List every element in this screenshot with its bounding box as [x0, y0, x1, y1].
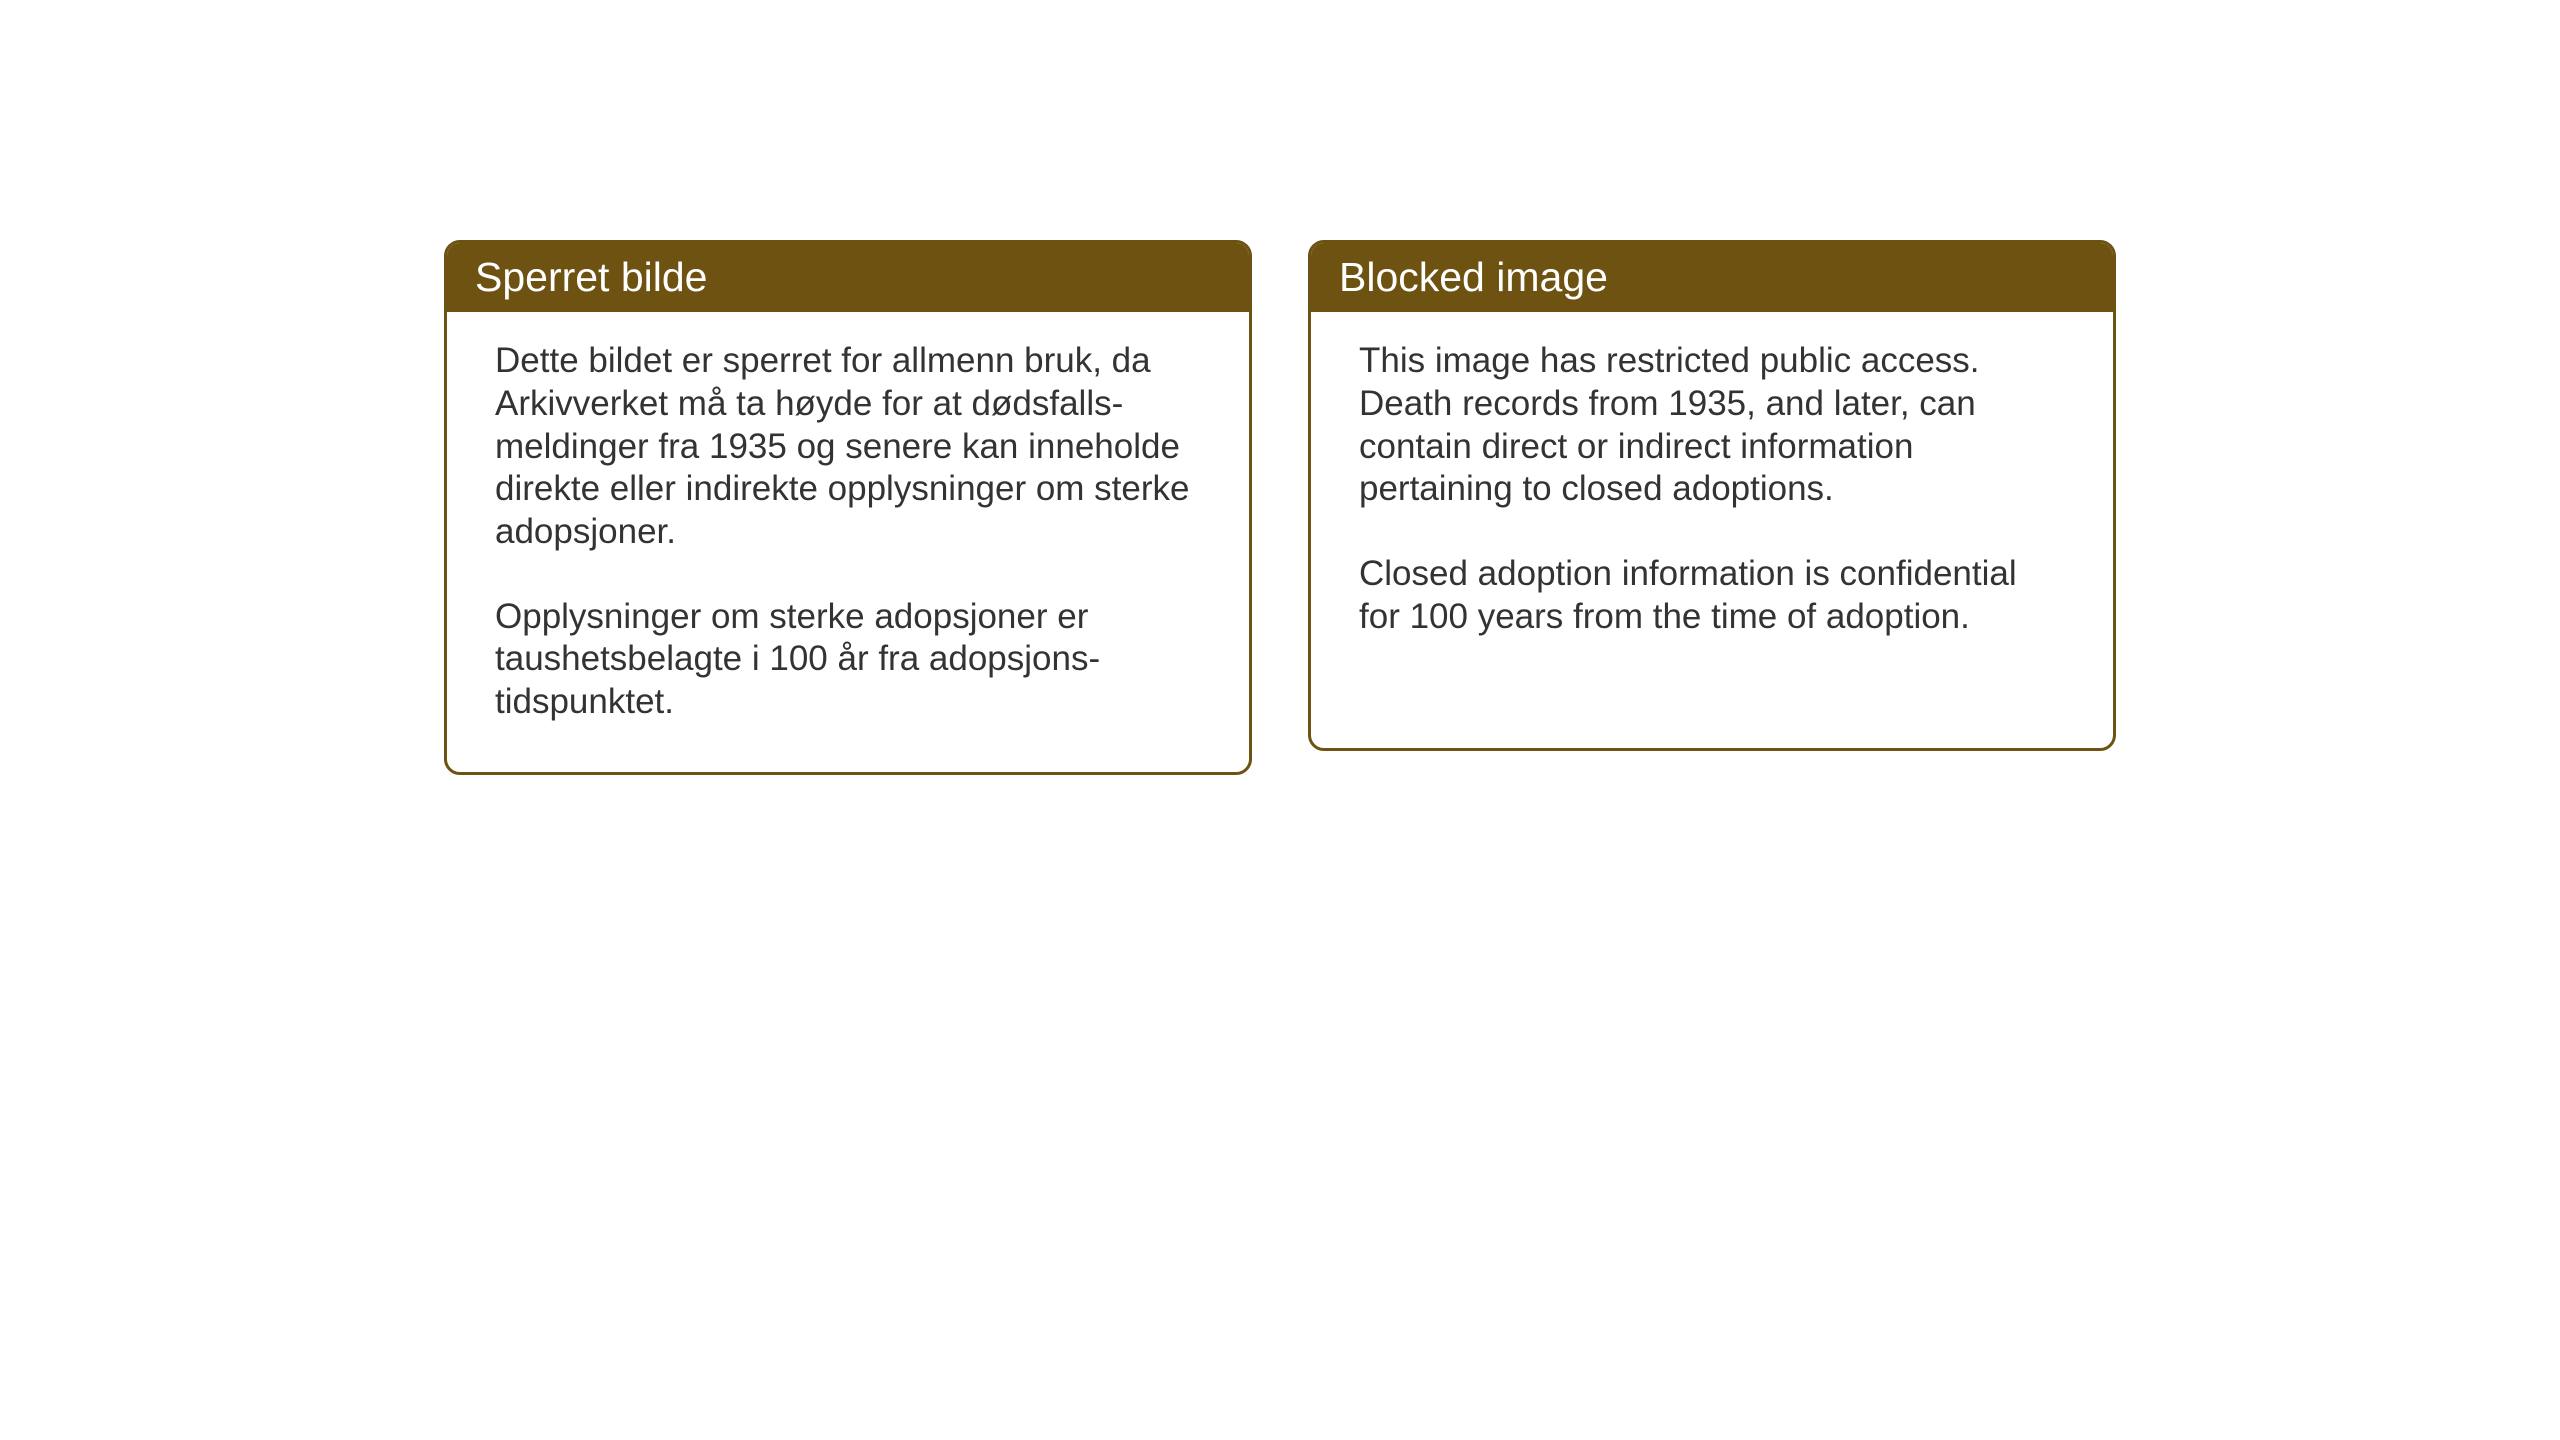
cards-container: Sperret bilde Dette bildet er sperret fo… — [444, 240, 2116, 775]
card-body-norwegian: Dette bildet er sperret for allmenn bruk… — [447, 312, 1249, 772]
card-header-english: Blocked image — [1311, 243, 2113, 312]
card-body-english: This image has restricted public access.… — [1311, 312, 2113, 686]
card-paragraph1-norwegian: Dette bildet er sperret for allmenn bruk… — [495, 340, 1201, 553]
card-paragraph1-english: This image has restricted public access.… — [1359, 340, 2065, 511]
card-norwegian: Sperret bilde Dette bildet er sperret fo… — [444, 240, 1252, 775]
card-header-norwegian: Sperret bilde — [447, 243, 1249, 312]
card-paragraph2-english: Closed adoption information is confident… — [1359, 553, 2065, 638]
card-title-english: Blocked image — [1339, 254, 1608, 300]
card-paragraph2-norwegian: Opplysninger om sterke adopsjoner er tau… — [495, 596, 1201, 724]
card-english: Blocked image This image has restricted … — [1308, 240, 2116, 751]
card-title-norwegian: Sperret bilde — [475, 254, 707, 300]
